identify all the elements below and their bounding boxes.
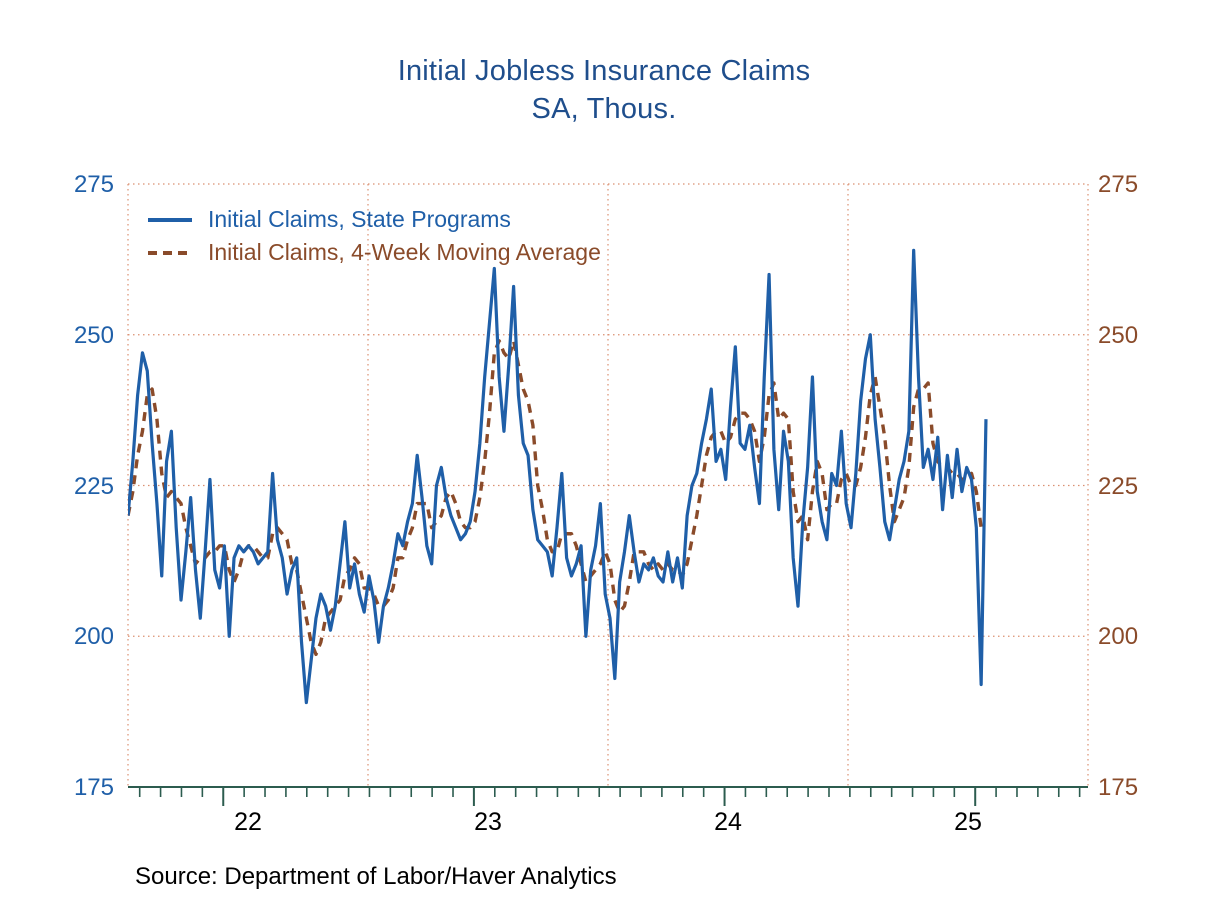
x-axis-tick-24: 24 (714, 808, 742, 836)
y-axis-left-tick-250: 250 (73, 322, 114, 349)
y-axis-right-tick-225: 225 (1098, 473, 1139, 500)
y-axis-right-tick-250: 250 (1098, 322, 1139, 349)
series-line-state-programs (128, 248, 988, 705)
y-axis-left-tick-275: 275 (73, 171, 114, 198)
chart-legend: Initial Claims, State Programs Initial C… (148, 203, 748, 269)
legend-label-moving-average: Initial Claims, 4-Week Moving Average (208, 239, 601, 265)
y-axis-right-tick-200: 200 (1098, 623, 1139, 650)
x-axis-tick-22: 22 (234, 808, 262, 836)
legend-label-state-programs: Initial Claims, State Programs (208, 206, 511, 232)
y-axis-right-tick-175: 175 (1098, 774, 1139, 801)
x-axis-major-ticks (222, 787, 977, 806)
legend-item-moving-average: Initial Claims, 4-Week Moving Average (148, 236, 748, 269)
chart-title: Initial Jobless Insurance Claims SA, Tho… (0, 52, 1208, 128)
legend-solid-line-icon (148, 211, 192, 229)
x-axis-minor-ticks (138, 787, 1081, 797)
x-axis-tick-23: 23 (474, 808, 502, 836)
gridlines-vertical (127, 184, 1089, 787)
chart-title-line-1: Initial Jobless Insurance Claims (397, 55, 811, 87)
y-axis-right-tick-275: 275 (1098, 171, 1139, 198)
y-axis-left-tick-200: 200 (73, 623, 114, 650)
chart-title-line-2: SA, Thous. (531, 93, 677, 125)
series-line-moving-average (128, 339, 986, 657)
legend-dashed-line-icon (148, 244, 192, 262)
x-axis-tick-25: 25 (954, 808, 982, 836)
y-axis-left-tick-175: 175 (73, 774, 114, 801)
legend-item-state-programs: Initial Claims, State Programs (148, 203, 748, 236)
y-axis-left-tick-225: 225 (73, 473, 114, 500)
source-note: Source: Department of Labor/Haver Analyt… (135, 863, 617, 890)
